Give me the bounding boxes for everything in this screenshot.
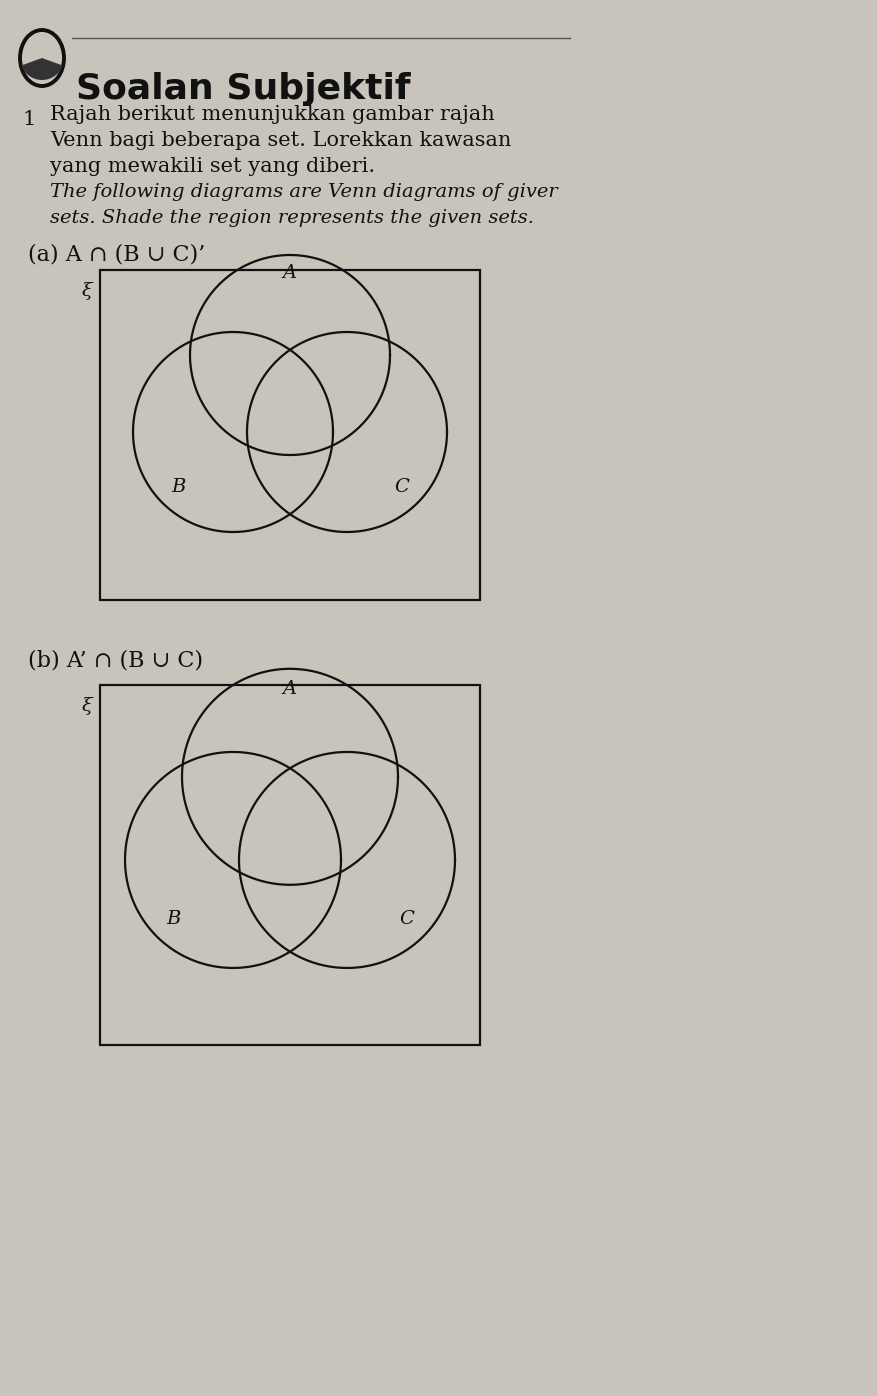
Bar bbox=[100, 269, 480, 600]
Text: Rajah berikut menunjukkan gambar rajah: Rajah berikut menunjukkan gambar rajah bbox=[50, 105, 495, 124]
Text: yang mewakili set yang diberi.: yang mewakili set yang diberi. bbox=[50, 156, 375, 176]
Text: A: A bbox=[283, 680, 297, 698]
Text: (b) A’ ∩ (B ∪ C): (b) A’ ∩ (B ∪ C) bbox=[28, 651, 203, 671]
Text: 1: 1 bbox=[22, 110, 35, 128]
Text: B: B bbox=[167, 910, 181, 928]
Text: ξ: ξ bbox=[82, 697, 93, 715]
Text: sets. Shade the region represents the given sets.: sets. Shade the region represents the gi… bbox=[50, 209, 534, 228]
Text: Soalan Subjektif: Soalan Subjektif bbox=[76, 73, 410, 106]
Bar bbox=[100, 685, 480, 1046]
Text: ξ: ξ bbox=[82, 282, 93, 300]
Text: Venn bagi beberapa set. Lorekkan kawasan: Venn bagi beberapa set. Lorekkan kawasan bbox=[50, 131, 511, 149]
Wedge shape bbox=[21, 59, 62, 80]
Text: B: B bbox=[171, 477, 185, 496]
Text: A: A bbox=[283, 264, 297, 282]
Text: C: C bbox=[399, 910, 414, 928]
Text: (a) A ∩ (B ∪ C)’: (a) A ∩ (B ∪ C)’ bbox=[28, 243, 205, 265]
Text: C: C bbox=[395, 477, 410, 496]
Text: The following diagrams are Venn diagrams of giver: The following diagrams are Venn diagrams… bbox=[50, 183, 558, 201]
